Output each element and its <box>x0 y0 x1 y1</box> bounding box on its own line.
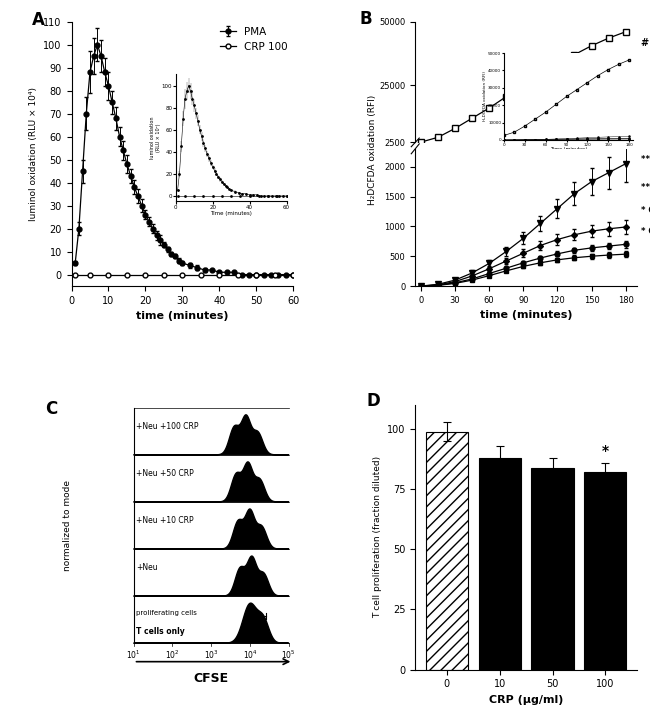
Text: D: D <box>367 392 380 410</box>
Text: +Neu +100 CRP: +Neu +100 CRP <box>136 422 198 431</box>
X-axis label: time (minutes): time (minutes) <box>136 311 229 321</box>
Y-axis label: T cell proliferation (fraction diluted): T cell proliferation (fraction diluted) <box>372 456 382 618</box>
Polygon shape <box>134 509 289 549</box>
Legend: PMA, CRP 100: PMA, CRP 100 <box>220 27 288 52</box>
Text: $10^5$: $10^5$ <box>281 649 296 661</box>
Text: $10^2$: $10^2$ <box>165 649 180 661</box>
Text: * CRP 10: * CRP 10 <box>642 227 650 235</box>
Text: $10^3$: $10^3$ <box>204 649 218 661</box>
Bar <box>478 458 521 670</box>
Text: $10^4$: $10^4$ <box>242 649 257 661</box>
Polygon shape <box>134 462 289 502</box>
Text: A: A <box>32 11 44 29</box>
Text: *** CRP 100: *** CRP 100 <box>642 156 650 164</box>
Text: normalized to mode: normalized to mode <box>62 480 72 571</box>
Bar <box>426 431 468 670</box>
Polygon shape <box>134 415 289 455</box>
Text: ** CRP 50: ** CRP 50 <box>642 183 650 192</box>
Text: B: B <box>360 9 372 27</box>
Bar <box>584 472 627 670</box>
Text: * CRP 1: * CRP 1 <box>642 206 650 215</box>
Bar <box>532 467 574 670</box>
X-axis label: CRP (µg/ml): CRP (µg/ml) <box>489 695 564 705</box>
Y-axis label: luminol oxidation (RLU × 10⁴): luminol oxidation (RLU × 10⁴) <box>29 87 38 221</box>
Polygon shape <box>134 556 289 596</box>
Text: +Neu +50 CRP: +Neu +50 CRP <box>136 469 194 478</box>
Text: $10^1$: $10^1$ <box>126 649 141 661</box>
Text: +Neu +10 CRP: +Neu +10 CRP <box>136 516 194 526</box>
Polygon shape <box>134 603 289 643</box>
Text: proliferating cells: proliferating cells <box>136 610 197 616</box>
Text: H₂DCFDA oxidation (RFI): H₂DCFDA oxidation (RFI) <box>369 94 378 205</box>
Text: +Neu: +Neu <box>136 563 157 572</box>
X-axis label: time (minutes): time (minutes) <box>480 310 573 320</box>
Text: C: C <box>45 400 57 418</box>
Text: T cells only: T cells only <box>136 627 185 636</box>
Text: *: * <box>602 444 609 458</box>
Text: # PMA: # PMA <box>642 38 650 48</box>
Text: CFSE: CFSE <box>194 672 229 685</box>
